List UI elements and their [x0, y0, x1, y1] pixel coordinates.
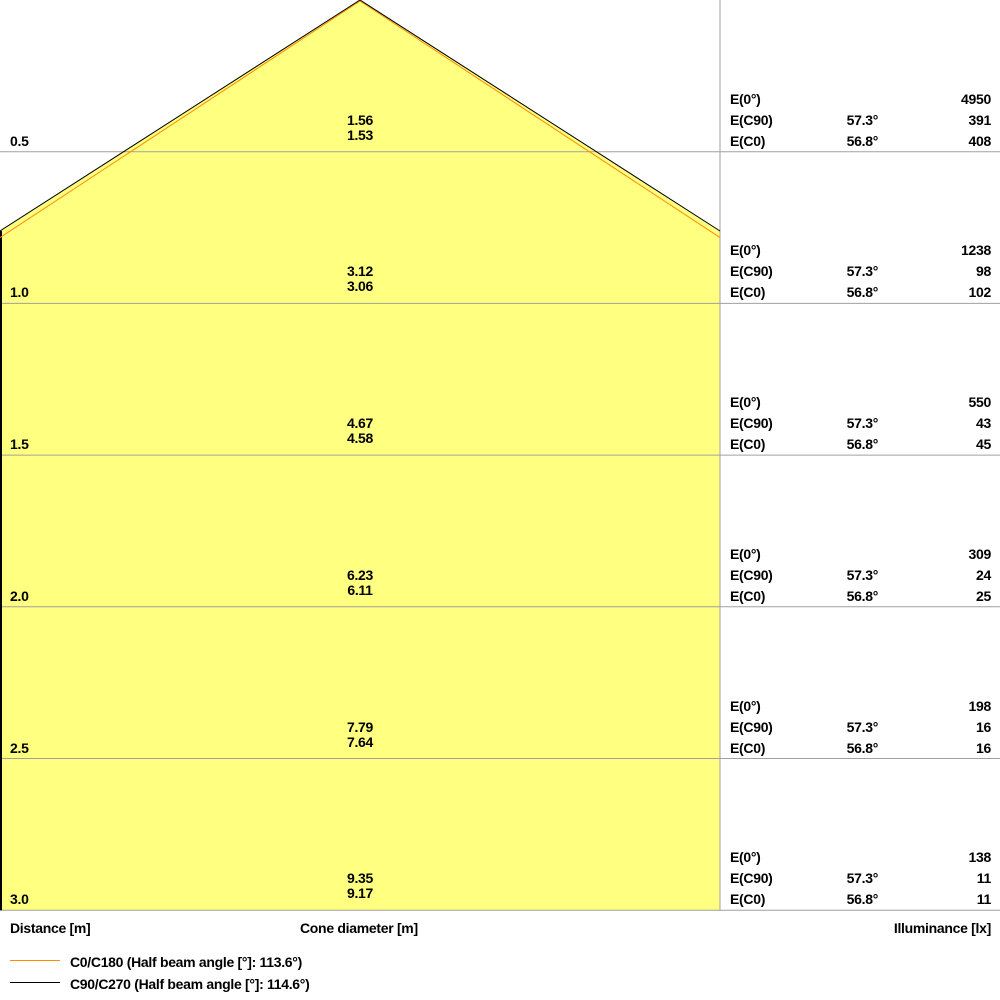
ec0-angle: 56.8°	[846, 284, 879, 301]
distance-tick-label: 1.0	[10, 284, 29, 301]
ec90-angle: 57.3°	[846, 415, 879, 432]
cone-diameter-c0: 9.17	[346, 885, 374, 902]
ec90-label: E(C90)	[730, 870, 773, 887]
ec0-angle: 56.8°	[846, 436, 879, 453]
ec90-angle: 57.3°	[846, 263, 879, 280]
ec0-value: 102	[968, 284, 992, 301]
ec0-label: E(C0)	[730, 587, 766, 604]
e0-label: E(0°)	[730, 242, 761, 259]
ec90-value: 391	[968, 111, 992, 128]
distance-tick-label: 3.0	[10, 891, 29, 908]
ec90-angle: 57.3°	[846, 566, 879, 583]
ec0-angle: 56.8°	[846, 587, 879, 604]
ec90-value: 24	[976, 566, 991, 583]
e0-value: 309	[968, 545, 992, 562]
cone-diameter-c90: 9.35	[346, 870, 374, 887]
e0-value: 198	[968, 697, 992, 714]
cone-diameter-c0: 7.64	[346, 733, 374, 750]
distance-tick-label: 2.5	[10, 739, 29, 756]
e0-label: E(0°)	[730, 90, 761, 107]
legend-entry-c0: C0/C180 (Half beam angle [°]: 113.6°)	[70, 954, 302, 970]
ec90-value: 98	[976, 263, 991, 280]
x-axis-label: Cone diameter [m]	[300, 920, 418, 936]
cone-diameter-c0: 4.58	[346, 430, 374, 447]
e0-value: 550	[968, 394, 992, 411]
cone-diameter-c0: 6.11	[347, 581, 373, 598]
e0-label: E(0°)	[730, 394, 761, 411]
e0-label: E(0°)	[730, 849, 761, 866]
ec0-angle: 56.8°	[846, 132, 879, 149]
ec0-angle: 56.8°	[846, 891, 879, 908]
ec90-value: 11	[976, 870, 992, 887]
ec90-value: 43	[976, 415, 991, 432]
ec0-angle: 56.8°	[846, 739, 879, 756]
c0-cone-line	[0, 0, 721, 238]
ec90-label: E(C90)	[730, 415, 773, 432]
ec0-label: E(C0)	[730, 132, 766, 149]
ec0-label: E(C0)	[730, 739, 766, 756]
legend-swatch-c0	[10, 960, 60, 961]
cone-diagram	[0, 0, 1000, 911]
ec90-label: E(C90)	[730, 566, 773, 583]
ec0-value: 408	[968, 132, 992, 149]
ec0-value: 16	[976, 739, 991, 756]
cone-diameter-c90: 6.23	[346, 566, 374, 583]
ec0-label: E(C0)	[730, 436, 766, 453]
ec90-angle: 57.3°	[846, 870, 879, 887]
distance-tick-label: 1.5	[10, 436, 29, 453]
ec0-value: 45	[976, 436, 991, 453]
distance-tick-label: 0.5	[10, 132, 29, 149]
y-axis-label: Distance [m]	[10, 920, 91, 936]
e0-value: 1238	[961, 242, 991, 259]
e0-label: E(0°)	[730, 545, 761, 562]
e0-value: 138	[968, 849, 992, 866]
cone-diameter-c90: 3.12	[346, 263, 374, 280]
cone-diameter-c90: 4.67	[346, 415, 374, 432]
legend-swatch-c90	[10, 982, 60, 983]
cone-diameter-c90: 7.79	[346, 718, 374, 735]
illuminance-label: Illuminance [lx]	[893, 920, 991, 936]
ec90-label: E(C90)	[730, 718, 773, 735]
e0-label: E(0°)	[730, 697, 761, 714]
ec90-angle: 57.3°	[846, 718, 879, 735]
cone-diameter-c0: 3.06	[346, 278, 374, 295]
ec0-label: E(C0)	[730, 284, 766, 301]
cone-diameter-c90: 1.56	[346, 111, 374, 128]
ec0-value: 11	[976, 891, 992, 908]
ec0-value: 25	[976, 587, 991, 604]
ec90-label: E(C90)	[730, 111, 773, 128]
ec90-value: 16	[976, 718, 991, 735]
ec90-label: E(C90)	[730, 263, 773, 280]
c90-cone-line	[0, 0, 721, 232]
ec90-angle: 57.3°	[846, 111, 879, 128]
ec0-label: E(C0)	[730, 891, 766, 908]
distance-tick-label: 2.0	[10, 587, 29, 604]
cone-diameter-c0: 1.53	[346, 126, 374, 143]
e0-value: 4950	[961, 90, 991, 107]
legend-entry-c90: C90/C270 (Half beam angle [°]: 114.6°)	[70, 976, 310, 992]
